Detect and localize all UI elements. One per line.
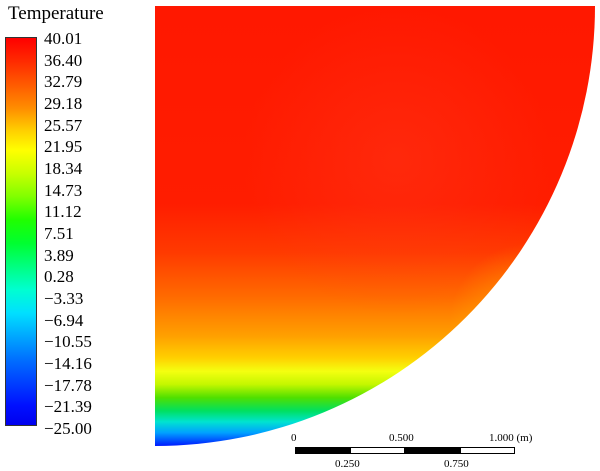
scale-label-0: 0: [291, 432, 297, 444]
legend-label-18: −25.00: [44, 419, 92, 438]
legend-label-14: −10.55: [44, 332, 92, 352]
legend-label-7: 14.73: [44, 180, 83, 200]
legend-label-16: −17.78: [44, 375, 92, 395]
legend-label-10: 3.89: [44, 245, 74, 265]
legend-label-9: 7.51: [44, 224, 74, 243]
legend-label-1: 36.40: [44, 50, 83, 70]
temperature-contour-plot: [155, 6, 595, 446]
scale-segment-2: [350, 447, 405, 454]
legend-label-5: 21.95: [44, 137, 83, 157]
scale-segment-1: [295, 447, 350, 454]
scale-segment-4: [460, 447, 515, 454]
scale-label-0250: 0.250: [335, 458, 360, 470]
legend-label-4: 25.57: [44, 115, 83, 135]
legend-label-13: −6.94: [44, 310, 84, 330]
scale-label-0500: 0.500: [389, 432, 414, 444]
scale-label-0750: 0.750: [444, 458, 469, 470]
legend-title: Temperature: [8, 3, 104, 24]
legend-label-12: −3.33: [44, 289, 84, 308]
legend-label-0: 40.01: [44, 29, 83, 48]
legend-label-15: −14.16: [44, 354, 92, 373]
scale-bar: 0 0.500 1.000 (m) 0.250 0.750: [270, 428, 600, 470]
scale-segment-3: [405, 447, 460, 454]
colorbar: [5, 37, 37, 426]
legend-label-17: −21.39: [44, 397, 92, 417]
legend-label-2: 32.79: [44, 72, 83, 92]
legend-label-8: 11.12: [44, 202, 82, 222]
legend-label-3: 29.18: [44, 94, 83, 113]
legend-label-11: 0.28: [44, 267, 74, 287]
legend-label-6: 18.34: [44, 159, 83, 178]
scale-label-1000: 1.000 (m): [489, 432, 533, 444]
legend-labels: 40.01 36.40 32.79 29.18 25.57 21.95 18.3…: [44, 29, 144, 438]
